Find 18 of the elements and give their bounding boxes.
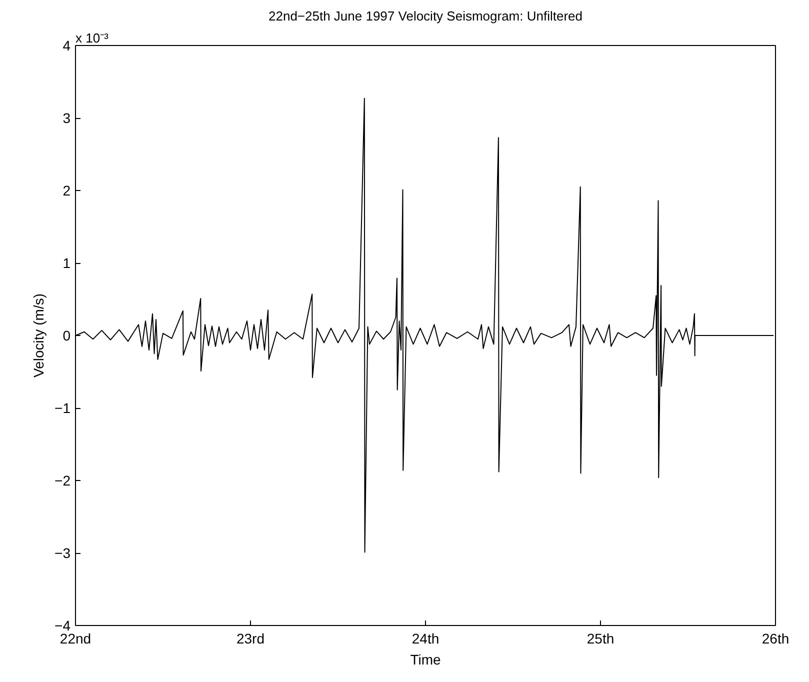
y-tick-label: −4 bbox=[54, 618, 71, 634]
x-tick-label: 23rd bbox=[236, 630, 265, 646]
y-tick-label: −3 bbox=[54, 545, 71, 561]
y-tick-label: 3 bbox=[62, 110, 71, 126]
chart-title: 22nd−25th June 1997 Velocity Seismogram: Unfiltered bbox=[268, 8, 582, 24]
y-tick-label: −2 bbox=[54, 472, 71, 488]
y-tick-label: 4 bbox=[62, 38, 71, 54]
y-tick-label: 1 bbox=[62, 255, 71, 271]
x-tick-label: 22nd bbox=[60, 630, 92, 646]
text: x 10⁻³ bbox=[76, 30, 110, 46]
y-tick-label: 0 bbox=[62, 328, 71, 344]
x-axis-title: Time bbox=[410, 652, 442, 668]
x-tick-label: 26th bbox=[762, 630, 790, 646]
x-tick-label: 25th bbox=[586, 630, 614, 646]
x-tick-label: 24th bbox=[412, 630, 440, 646]
y-tick-label: −1 bbox=[54, 400, 71, 416]
y-tick-label: 2 bbox=[62, 182, 71, 198]
y-axis-title: Velocity (m/s) bbox=[30, 293, 47, 378]
